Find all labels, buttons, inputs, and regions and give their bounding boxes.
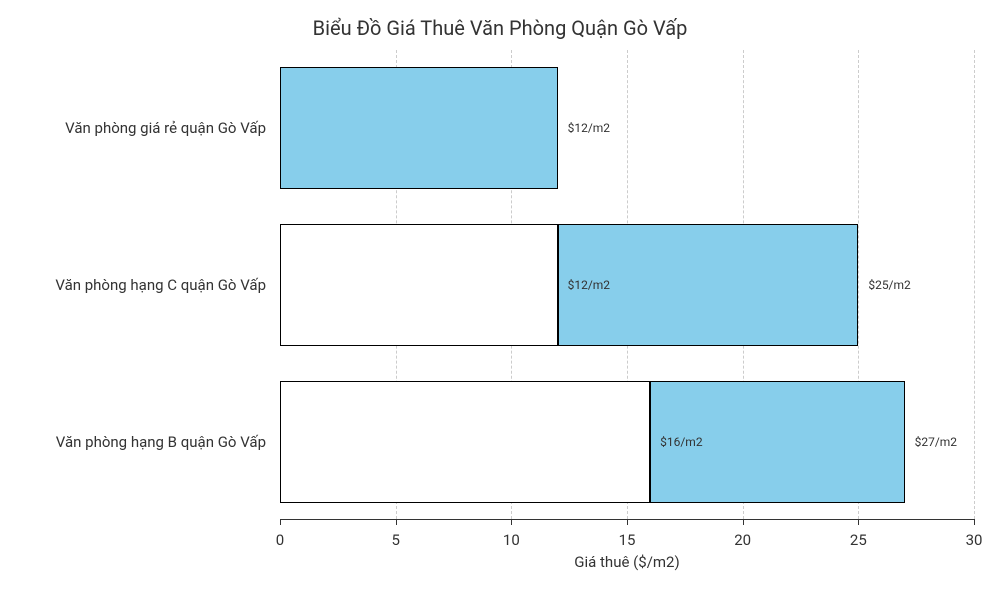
- xtick-mark: [858, 519, 859, 525]
- xtick-label: 15: [619, 531, 636, 549]
- gridline: [974, 50, 975, 519]
- bar-value-low: $16/m2: [660, 435, 702, 449]
- xtick-mark: [511, 519, 512, 525]
- plot-area: Giá thuê ($/m2) 051015202530Văn phòng gi…: [280, 50, 974, 520]
- bar-range-high: [280, 67, 558, 189]
- xtick-label: 10: [503, 531, 520, 549]
- xtick-mark: [627, 519, 628, 525]
- bar-range-low: [280, 381, 650, 503]
- xtick-label: 25: [850, 531, 867, 549]
- xtick-mark: [280, 519, 281, 525]
- ytick-label: Văn phòng giá rẻ quận Gò Vấp: [65, 119, 280, 137]
- bar-value-high: $27/m2: [915, 435, 957, 449]
- xtick-mark: [396, 519, 397, 525]
- x-axis-label: Giá thuê ($/m2): [280, 553, 974, 571]
- chart-title: Biểu Đồ Giá Thuê Văn Phòng Quận Gò Vấp: [0, 16, 1000, 40]
- bar-value-low: $12/m2: [568, 278, 610, 292]
- xtick-label: 5: [391, 531, 399, 549]
- ytick-label: Văn phòng hạng B quận Gò Vấp: [56, 433, 280, 451]
- bar-value-high: $12/m2: [568, 121, 610, 135]
- chart-container: Biểu Đồ Giá Thuê Văn Phòng Quận Gò Vấp G…: [0, 0, 1000, 600]
- bar-range-low: [280, 224, 558, 346]
- ytick-label: Văn phòng hạng C quận Gò Vấp: [55, 276, 280, 294]
- bar-value-high: $25/m2: [868, 278, 910, 292]
- xtick-label: 0: [276, 531, 284, 549]
- xtick-mark: [974, 519, 975, 525]
- xtick-label: 20: [734, 531, 751, 549]
- xtick-label: 30: [966, 531, 983, 549]
- xtick-mark: [743, 519, 744, 525]
